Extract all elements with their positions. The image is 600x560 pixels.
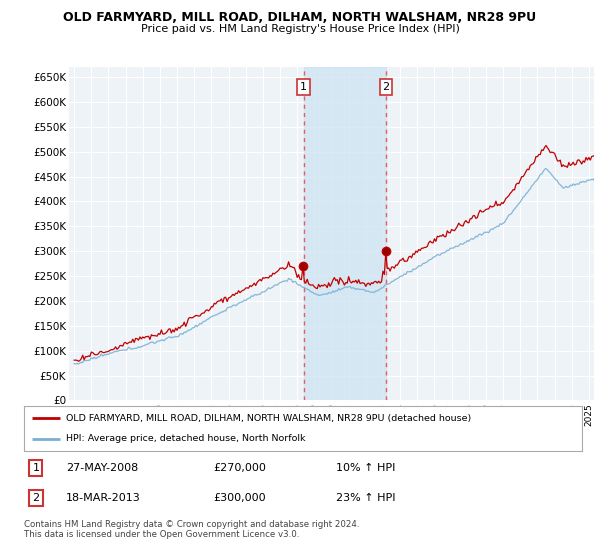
Text: £270,000: £270,000 — [214, 463, 266, 473]
Text: 1: 1 — [32, 463, 40, 473]
Text: OLD FARMYARD, MILL ROAD, DILHAM, NORTH WALSHAM, NR28 9PU: OLD FARMYARD, MILL ROAD, DILHAM, NORTH W… — [64, 11, 536, 24]
Text: 2: 2 — [382, 82, 389, 92]
Text: OLD FARMYARD, MILL ROAD, DILHAM, NORTH WALSHAM, NR28 9PU (detached house): OLD FARMYARD, MILL ROAD, DILHAM, NORTH W… — [66, 414, 471, 423]
Text: 18-MAR-2013: 18-MAR-2013 — [66, 493, 140, 503]
Text: 2: 2 — [32, 493, 40, 503]
Text: 23% ↑ HPI: 23% ↑ HPI — [337, 493, 396, 503]
Text: Price paid vs. HM Land Registry's House Price Index (HPI): Price paid vs. HM Land Registry's House … — [140, 24, 460, 34]
Text: 10% ↑ HPI: 10% ↑ HPI — [337, 463, 396, 473]
Text: 27-MAY-2008: 27-MAY-2008 — [66, 463, 138, 473]
Text: HPI: Average price, detached house, North Norfolk: HPI: Average price, detached house, Nort… — [66, 434, 305, 443]
Bar — [304, 67, 386, 400]
Text: 1: 1 — [300, 82, 307, 92]
Text: Contains HM Land Registry data © Crown copyright and database right 2024.
This d: Contains HM Land Registry data © Crown c… — [24, 520, 359, 539]
Text: £300,000: £300,000 — [214, 493, 266, 503]
